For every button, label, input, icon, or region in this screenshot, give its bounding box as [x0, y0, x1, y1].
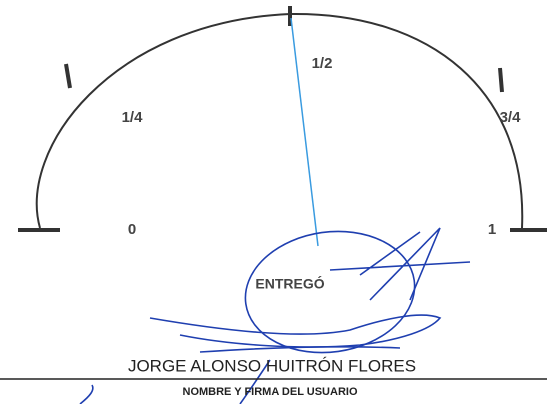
signature-footer: NOMBRE Y FIRMA DEL USUARIO [183, 386, 358, 398]
gauge-tick [498, 67, 504, 93]
signature-scribble [79, 227, 471, 404]
caption: ENTREGÓ [255, 275, 324, 292]
signer-name: JORGE ALONSO HUITRÓN FLORES [128, 356, 416, 375]
gauge-tick [64, 63, 72, 89]
gauge-label: 0 [128, 221, 136, 238]
gauge-needle [290, 17, 319, 247]
gauge-arc [35, 12, 524, 229]
gauge-label: 1/4 [122, 109, 144, 126]
gauge-label: 1 [488, 221, 496, 238]
gauge-label: 1/2 [312, 55, 333, 72]
fuel-gauge: 0 1/4 1/2 3/4 1 [18, 6, 547, 247]
gauge-label: 3/4 [500, 109, 522, 126]
